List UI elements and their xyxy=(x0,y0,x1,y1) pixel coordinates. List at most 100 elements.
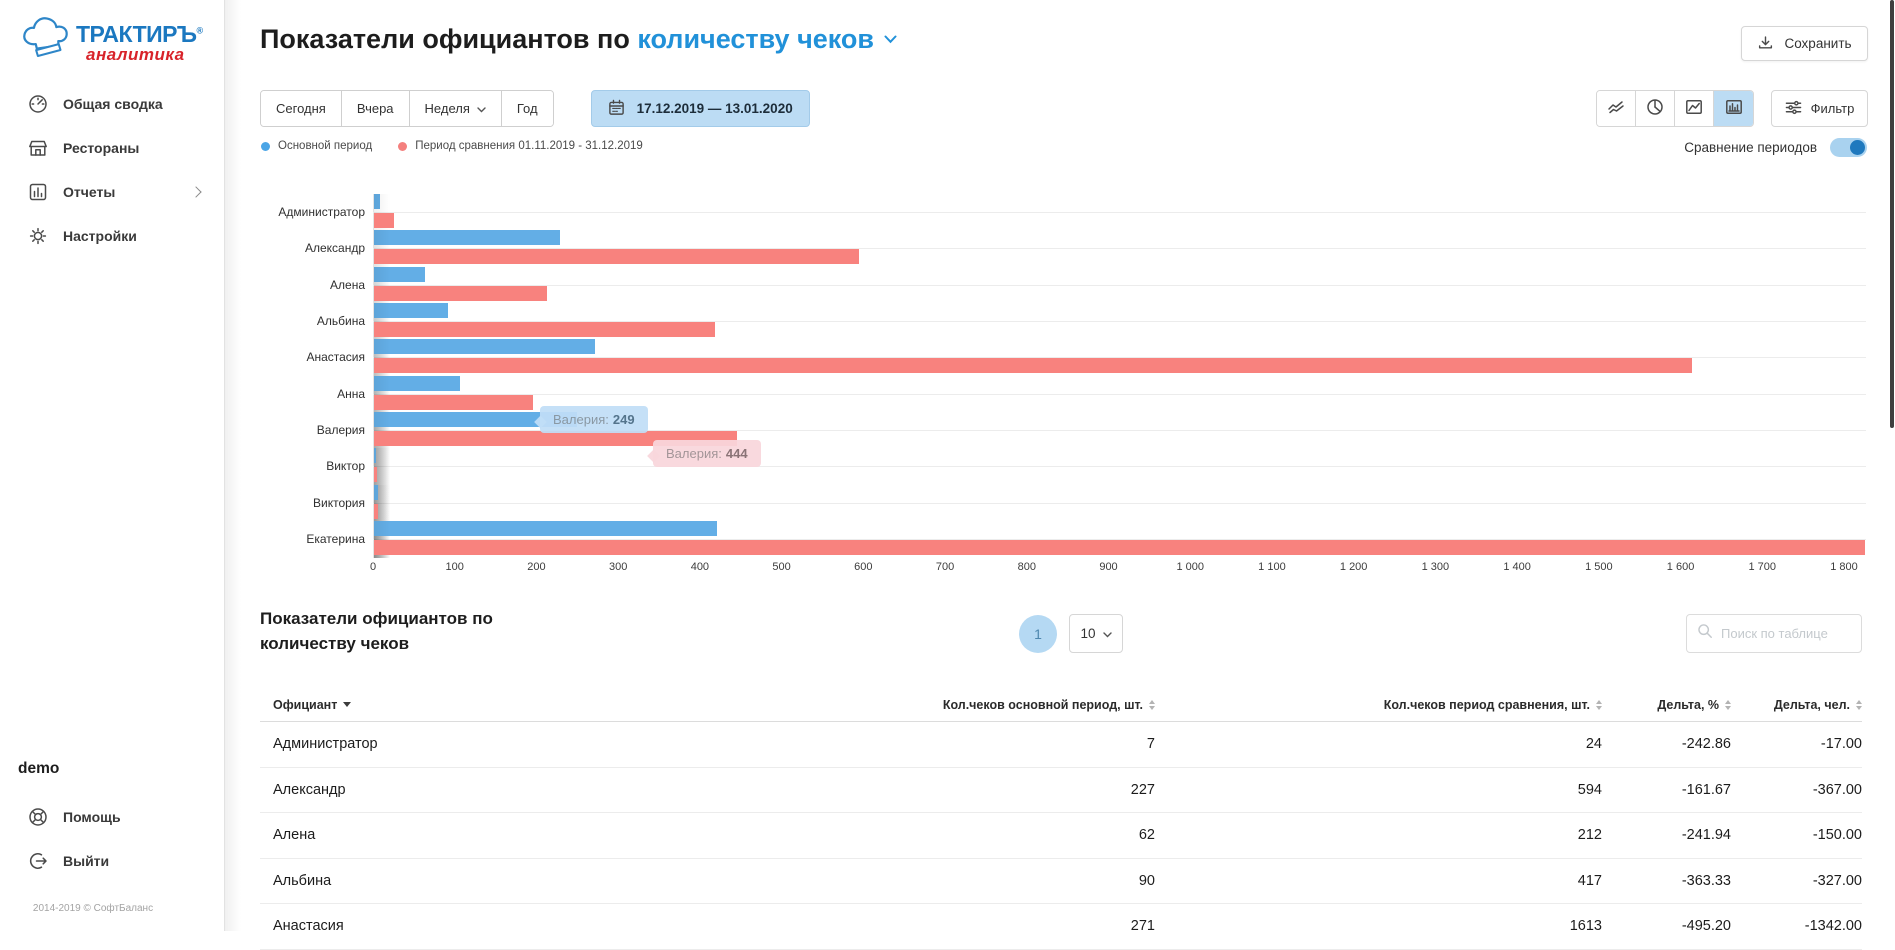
tooltip-label: Валерия: xyxy=(553,412,609,427)
table-cell-value: -1342.00 xyxy=(1804,918,1862,935)
legend-label: Основной период xyxy=(278,140,373,152)
bar-main-period[interactable] xyxy=(374,484,391,558)
sidebar-item-logout[interactable]: Выйти xyxy=(0,839,224,883)
toggle-knob xyxy=(1850,140,1865,155)
column-header-label: Дельта, % xyxy=(1657,697,1719,712)
period-today-button[interactable]: Сегодня xyxy=(261,91,342,126)
gauge-icon xyxy=(28,94,48,114)
sidebar-item-help[interactable]: Помощь xyxy=(0,795,224,839)
bar-main-period[interactable] xyxy=(374,230,560,558)
bar-comparison-period[interactable] xyxy=(374,213,394,229)
chart-type-line-button[interactable] xyxy=(1597,91,1636,126)
bar-comparison-period[interactable] xyxy=(374,467,378,483)
copyright: 2014-2019 © СофтБаланс xyxy=(32,903,154,914)
bar-main-period[interactable] xyxy=(374,375,460,558)
sidebar-footer-menu: Помощь Выйти xyxy=(0,795,224,883)
bar-main-period[interactable] xyxy=(374,339,596,558)
table-search xyxy=(1686,614,1862,653)
vertical-scrollbar[interactable] xyxy=(1890,0,1894,428)
date-range-button[interactable]: 17.12.2019 — 13.01.2020 xyxy=(590,90,810,127)
table-cell-value: 212 xyxy=(1577,827,1602,844)
table-cell-waiter: Альбина xyxy=(273,872,332,889)
table-cell-value: -327.00 xyxy=(1812,872,1862,889)
download-icon xyxy=(1757,34,1774,54)
bar-main-period[interactable] xyxy=(374,448,387,558)
chart-category-row: Альбина xyxy=(225,302,1870,558)
table-row: Анастасия 271 1613 -495.20 -1342.00 xyxy=(260,904,1862,950)
search-input[interactable] xyxy=(1721,626,1851,641)
sidebar-item-restaurants[interactable]: Рестораны xyxy=(0,126,224,170)
legend-compare-period[interactable]: Период сравнения 01.11.2019 - 31.12.2019 xyxy=(398,140,643,152)
bar-comparison-period[interactable] xyxy=(374,503,379,519)
sidebar-item-settings[interactable]: Настройки xyxy=(0,214,224,258)
column-header[interactable]: Официант xyxy=(260,698,660,712)
date-range-label: 17.12.2019 — 13.01.2020 xyxy=(636,101,793,116)
chart-category-label: Виктор xyxy=(326,459,365,474)
bar-chart-icon xyxy=(28,182,48,202)
bar-main-period[interactable] xyxy=(374,302,448,558)
chevron-down-icon xyxy=(477,101,486,116)
chart-controls: Фильтр xyxy=(1596,90,1868,127)
gear-icon xyxy=(28,226,48,246)
chart-category-row: Анна xyxy=(225,375,1870,558)
period-controls: Сегодня Вчера Неделя Год 1 xyxy=(260,90,810,127)
legend-dot-compare xyxy=(398,141,408,151)
compare-periods-toggle[interactable] xyxy=(1830,138,1867,157)
bar-comparison-period[interactable] xyxy=(374,285,548,301)
bar-main-period[interactable] xyxy=(374,266,425,558)
sidebar-menu: Общая сводка Рестораны Отчеты xyxy=(0,82,224,258)
bar-comparison-period[interactable] xyxy=(374,358,1693,374)
bar-comparison-period[interactable] xyxy=(374,431,737,447)
column-header[interactable]: Кол.чеков период сравнения, шт. xyxy=(1155,698,1602,712)
app-logo[interactable]: ТРАКТИРЪ® аналитика xyxy=(20,12,203,67)
bar-comparison-period[interactable] xyxy=(374,322,715,338)
bar-main-period[interactable] xyxy=(374,520,718,558)
sort-desc-icon xyxy=(343,702,352,707)
bar-comparison-period[interactable] xyxy=(374,249,860,265)
chart-type-area-button[interactable] xyxy=(1675,91,1714,126)
x-axis-tick: 1 000 xyxy=(1176,561,1204,573)
sort-icon xyxy=(1596,699,1602,710)
column-header[interactable]: Дельта, чел. xyxy=(1731,698,1862,712)
x-axis-tick: 1 400 xyxy=(1503,561,1531,573)
sidebar-item-reports[interactable]: Отчеты xyxy=(0,170,224,214)
chart-gridline xyxy=(373,212,1866,214)
chart-type-bars-button[interactable] xyxy=(1714,91,1753,126)
line-chart-icon xyxy=(1607,98,1625,119)
table-cell-value: 24 xyxy=(1585,736,1602,753)
page-title-metric[interactable]: количеству чеков xyxy=(637,24,875,54)
x-axis: 0 100 200 300 400 500 600 700 800 900 1 000 1 100 1 … xyxy=(225,561,1870,577)
pagination-page-1[interactable]: 1 xyxy=(1019,615,1057,653)
filter-button[interactable]: Фильтр xyxy=(1771,90,1868,127)
chart-category-label: Анна xyxy=(337,386,365,401)
sidebar-item-summary[interactable]: Общая сводка xyxy=(0,82,224,126)
search-icon xyxy=(1697,623,1713,644)
table-title: Показатели официантов по количеству чеко… xyxy=(260,606,493,656)
column-header[interactable]: Дельта, % xyxy=(1602,698,1731,712)
x-axis-tick: 1 500 xyxy=(1585,561,1613,573)
x-axis-tick: 1 700 xyxy=(1748,561,1777,573)
chart-category-row: Алена xyxy=(225,266,1870,558)
bar-comparison-period[interactable] xyxy=(374,394,534,410)
save-button[interactable]: Сохранить xyxy=(1741,26,1868,61)
chart-category-row: Виктор xyxy=(225,448,1870,558)
table-header-row: Официант Кол.чеков основной период, шт. Ко… xyxy=(260,688,1862,722)
table-cell-waiter: Александр xyxy=(273,781,346,798)
table-cell-value: 62 xyxy=(1138,827,1155,844)
column-header[interactable]: Кол.чеков основной период, шт. xyxy=(660,698,1155,712)
bar-main-period[interactable] xyxy=(374,194,390,558)
period-yesterday-button[interactable]: Вчера xyxy=(341,91,410,126)
legend-main-period[interactable]: Основной период xyxy=(261,140,372,152)
page-size-select[interactable]: 10 xyxy=(1069,614,1123,653)
bar-comparison-period[interactable] xyxy=(374,540,1866,556)
chart-category-row: Виктория xyxy=(225,484,1870,558)
table-cell-value: -241.94 xyxy=(1681,827,1731,844)
period-week-button[interactable]: Неделя xyxy=(409,91,502,126)
lifebuoy-icon xyxy=(28,807,48,827)
chevron-down-icon[interactable] xyxy=(884,20,897,51)
filter-button-label: Фильтр xyxy=(1810,101,1855,116)
period-year-button[interactable]: Год xyxy=(501,91,553,126)
tooltip-label: Валерия: xyxy=(666,446,722,461)
chart-type-pie-button[interactable] xyxy=(1636,91,1675,126)
brand-name: ТРАКТИРЪ® xyxy=(76,20,203,47)
